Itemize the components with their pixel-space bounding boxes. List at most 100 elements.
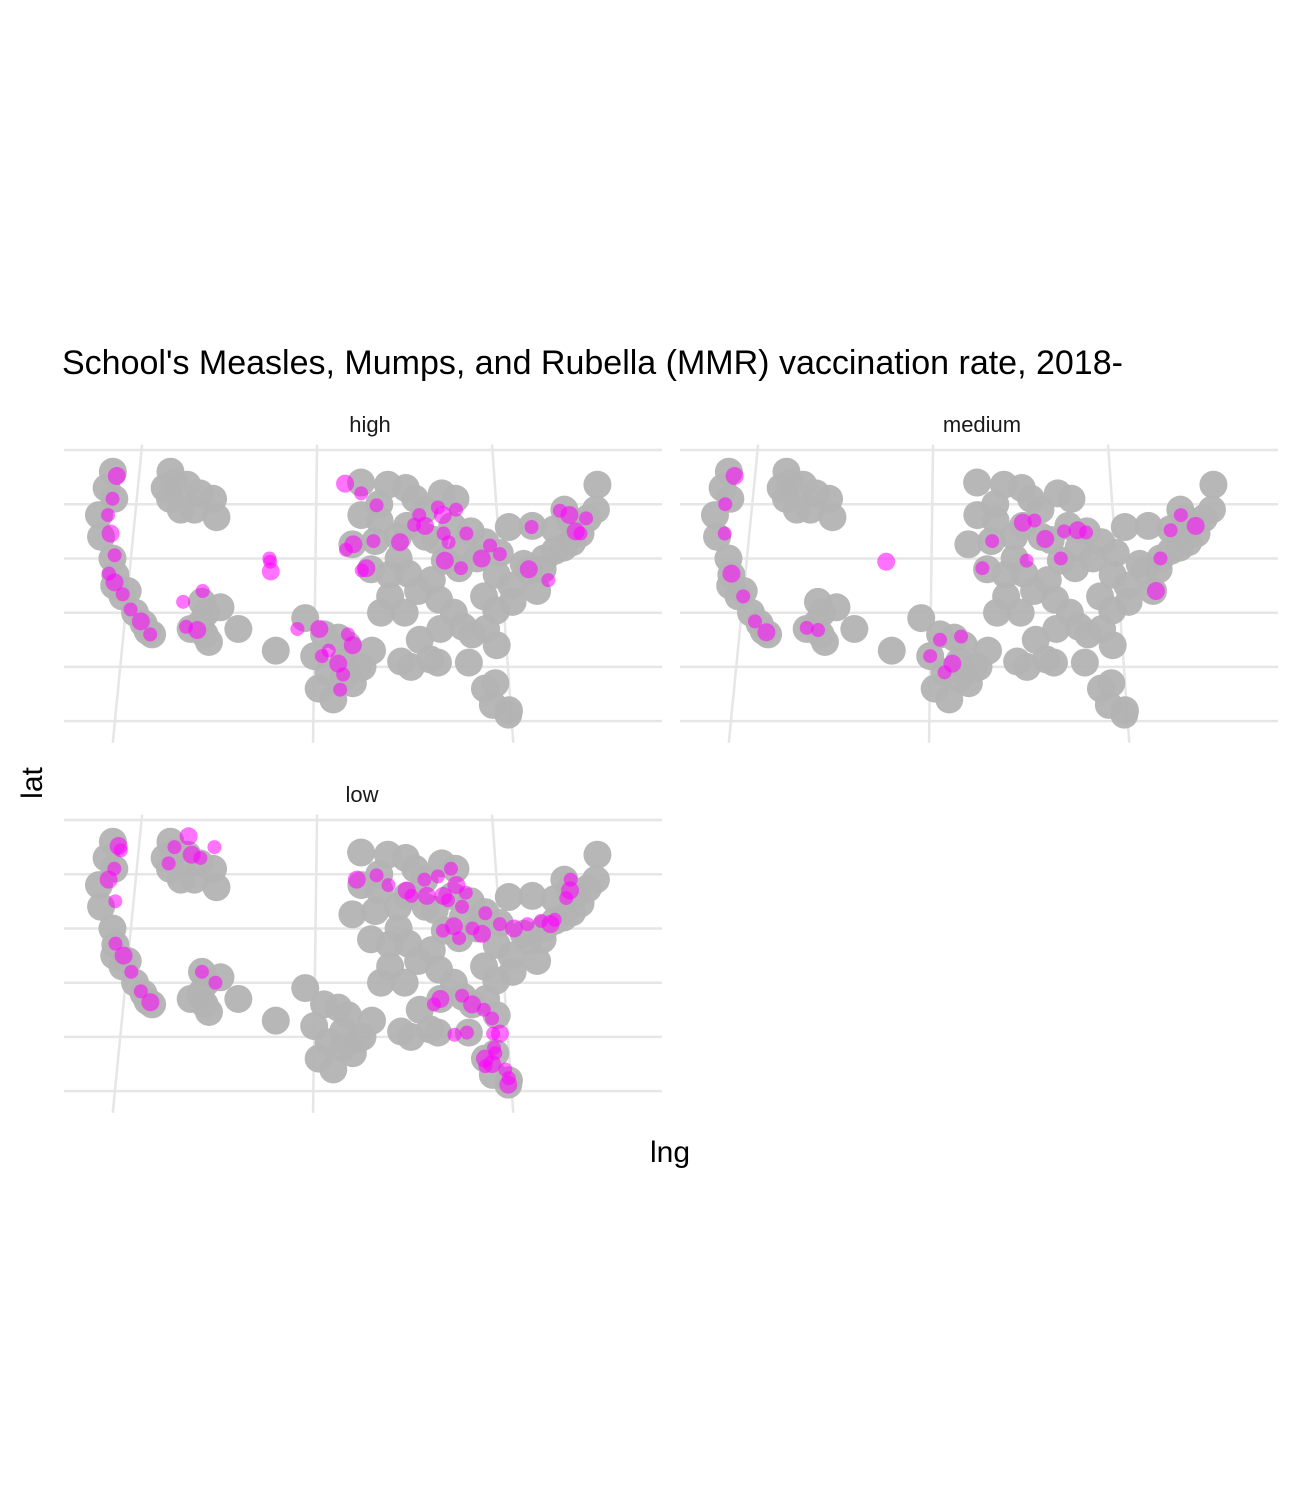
data-point	[443, 861, 458, 876]
background-point	[1199, 470, 1228, 499]
data-point	[552, 503, 567, 518]
highlight-points-medium	[717, 467, 1205, 680]
data-point	[369, 868, 384, 883]
data-point	[811, 623, 826, 638]
data-point	[573, 526, 588, 541]
data-point	[1027, 513, 1042, 528]
data-point	[441, 535, 456, 550]
background-point	[983, 598, 1012, 627]
data-point	[1153, 551, 1168, 566]
background-point	[815, 484, 844, 513]
background-point	[1079, 544, 1108, 573]
background-point	[387, 1017, 416, 1046]
x-axis-title: lng	[650, 1136, 690, 1169]
facet-panel-high: high	[64, 412, 662, 743]
data-point	[105, 573, 124, 592]
data-point	[492, 547, 507, 562]
data-point	[559, 891, 574, 906]
data-point	[504, 919, 523, 938]
background-point	[150, 473, 179, 502]
background-point	[384, 914, 413, 943]
data-point	[131, 612, 150, 631]
data-point	[547, 912, 562, 927]
data-point	[736, 589, 751, 604]
facet-label-medium: medium	[943, 412, 1021, 437]
background-point	[498, 587, 527, 616]
data-point	[444, 917, 463, 936]
background-point	[347, 501, 376, 530]
data-point	[1036, 529, 1055, 548]
data-point	[937, 665, 952, 680]
data-point	[722, 564, 741, 583]
data-point	[381, 878, 396, 893]
data-point	[1163, 523, 1178, 538]
background-point	[300, 1012, 329, 1041]
data-point	[108, 894, 123, 909]
data-point	[107, 467, 126, 486]
background-point	[963, 468, 992, 497]
data-point	[1079, 525, 1094, 540]
background-point	[367, 598, 396, 627]
background-point	[1094, 690, 1123, 719]
background-point	[291, 974, 320, 1003]
background-point	[199, 484, 228, 513]
background-point	[518, 881, 547, 910]
background-point	[766, 473, 795, 502]
data-point	[347, 870, 366, 889]
facet-panel-medium: medium	[680, 412, 1278, 743]
data-point	[426, 997, 441, 1012]
background-points	[84, 457, 612, 729]
background-point	[300, 642, 329, 671]
background-point	[304, 674, 333, 703]
background-point	[423, 1018, 452, 1047]
data-point	[336, 667, 351, 682]
background-point	[1057, 484, 1086, 513]
data-point	[143, 627, 158, 642]
data-point	[486, 1026, 501, 1041]
data-point	[747, 614, 762, 629]
data-point	[472, 549, 491, 568]
data-point	[107, 548, 122, 563]
data-point	[877, 552, 896, 571]
data-point	[310, 619, 329, 638]
data-point	[449, 502, 464, 517]
data-point	[133, 984, 148, 999]
data-point	[954, 629, 969, 644]
background-point	[173, 470, 202, 499]
background-point	[481, 669, 510, 698]
data-point	[485, 1011, 500, 1026]
data-point	[417, 872, 432, 887]
background-point	[454, 648, 483, 677]
data-point	[478, 906, 493, 921]
data-point	[141, 993, 160, 1012]
data-point	[434, 886, 453, 905]
data-point	[757, 623, 776, 642]
background-point	[358, 1006, 387, 1035]
background-point	[361, 897, 390, 926]
background-point	[1070, 648, 1099, 677]
background-point	[1110, 513, 1139, 542]
data-point	[975, 561, 990, 576]
background-point	[441, 484, 470, 513]
data-point	[195, 584, 210, 598]
data-point	[354, 563, 369, 578]
chart-title: School's Measles, Mumps, and Rubella (MM…	[62, 344, 1123, 382]
data-point	[1173, 508, 1188, 523]
data-point	[208, 975, 223, 990]
background-point	[494, 513, 523, 542]
background-point	[1039, 648, 1068, 677]
background-point	[789, 470, 818, 499]
data-point	[430, 869, 445, 884]
background-point	[974, 636, 1003, 665]
data-point	[193, 850, 208, 865]
background-point	[498, 957, 527, 986]
data-point	[541, 573, 556, 588]
data-point	[105, 491, 120, 506]
data-point	[263, 554, 278, 569]
data-point	[167, 840, 182, 855]
background-point	[304, 1044, 333, 1073]
data-point	[799, 620, 814, 635]
data-point	[161, 856, 176, 871]
background-point	[87, 892, 116, 921]
